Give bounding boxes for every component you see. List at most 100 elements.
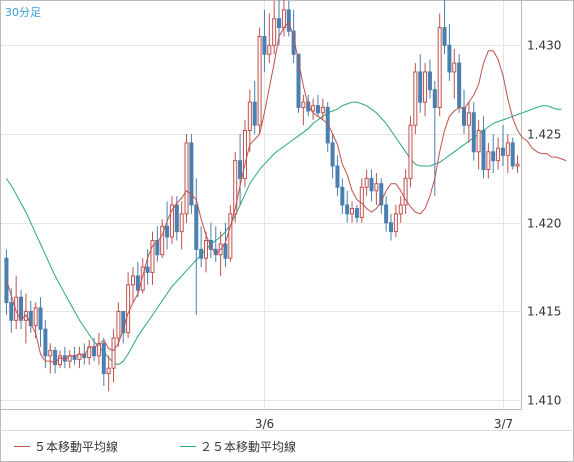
candle-body [199,248,204,259]
candle-body [354,208,359,218]
candle [364,169,369,197]
candle [135,261,140,298]
candle [233,151,238,223]
candle [311,98,316,120]
y-tick-label: 1.420 [527,217,561,231]
candles-layer [4,0,520,392]
candle-body [486,151,491,171]
candle-body [413,71,418,126]
candle-body [296,53,301,108]
candle-body [418,71,423,103]
candle-body [388,222,394,233]
candle-body [267,44,272,55]
y-tick-label: 1.425 [527,128,561,142]
y-tick-label: 1.410 [527,394,561,408]
candle [223,222,228,268]
candle [204,231,209,273]
candle [286,1,291,37]
candle [447,24,452,81]
candle [427,59,432,99]
x-axis-tick-labels: 3/6 3/7 [255,417,513,431]
plot-area-border [0,0,522,410]
candle-body [466,112,471,126]
candle [315,95,320,117]
candle-body [340,186,345,206]
candle [28,300,33,333]
candle [184,134,189,223]
candle [500,125,505,166]
candle-body [223,243,228,259]
candle [160,219,165,259]
candle-body [184,142,189,215]
candle [262,9,267,72]
candle [14,275,19,330]
candle-body [311,105,316,112]
candle-body [130,275,136,286]
candle-body [204,239,209,259]
candle [418,54,423,113]
candle-body [403,177,408,206]
candle-body [228,213,233,259]
candle-body [379,183,384,206]
x-tick-label: 3/6 [255,417,274,431]
candle [48,343,53,374]
candle [476,119,481,170]
x-tick-label: 3/7 [494,417,513,431]
candle-body [111,337,116,369]
timeframe-label: 30分足 [5,6,41,19]
candle-body [14,296,19,321]
ma5-layer [5,21,567,364]
candle [437,13,442,117]
y-tick-label: 1.430 [527,39,561,53]
candle-body [48,349,53,357]
candle-body [510,142,515,167]
ma5-line [5,21,567,364]
candle-body [384,204,389,224]
candle [486,142,491,179]
candle-body [330,142,335,167]
candle [320,98,325,120]
candle [96,332,101,365]
candle-body [150,239,155,273]
candle-body [286,9,291,32]
candle [510,137,515,170]
candle-body [174,204,179,233]
candle-body [57,355,62,366]
candle-body [33,307,38,327]
candle [53,346,58,374]
candle [413,63,418,135]
candle [179,201,184,250]
candle-body [116,310,121,339]
candle [515,155,520,174]
candle-body [500,147,505,156]
candle-body [491,151,496,162]
candle-body [96,342,101,357]
candle [384,196,389,232]
candle [238,134,243,205]
candle-body [238,160,243,179]
candle [165,201,170,250]
candle [350,201,355,223]
candle [462,89,467,135]
candle-body [43,328,48,357]
candle [403,169,408,214]
candle-body [169,204,174,238]
candle-body [350,208,355,215]
y-tick-label: 1.415 [527,305,561,319]
candle-body [457,62,462,108]
candle-body [408,124,413,179]
candle [471,102,476,161]
candle [267,13,272,64]
candle-body [364,177,369,188]
candle [296,53,301,113]
candle [106,355,111,392]
candle-body [72,355,77,360]
candle-body [325,106,330,144]
candle-body [398,204,403,215]
candle-body [155,239,160,256]
candle [199,226,204,268]
candle [150,231,155,285]
candle-body [423,71,428,103]
